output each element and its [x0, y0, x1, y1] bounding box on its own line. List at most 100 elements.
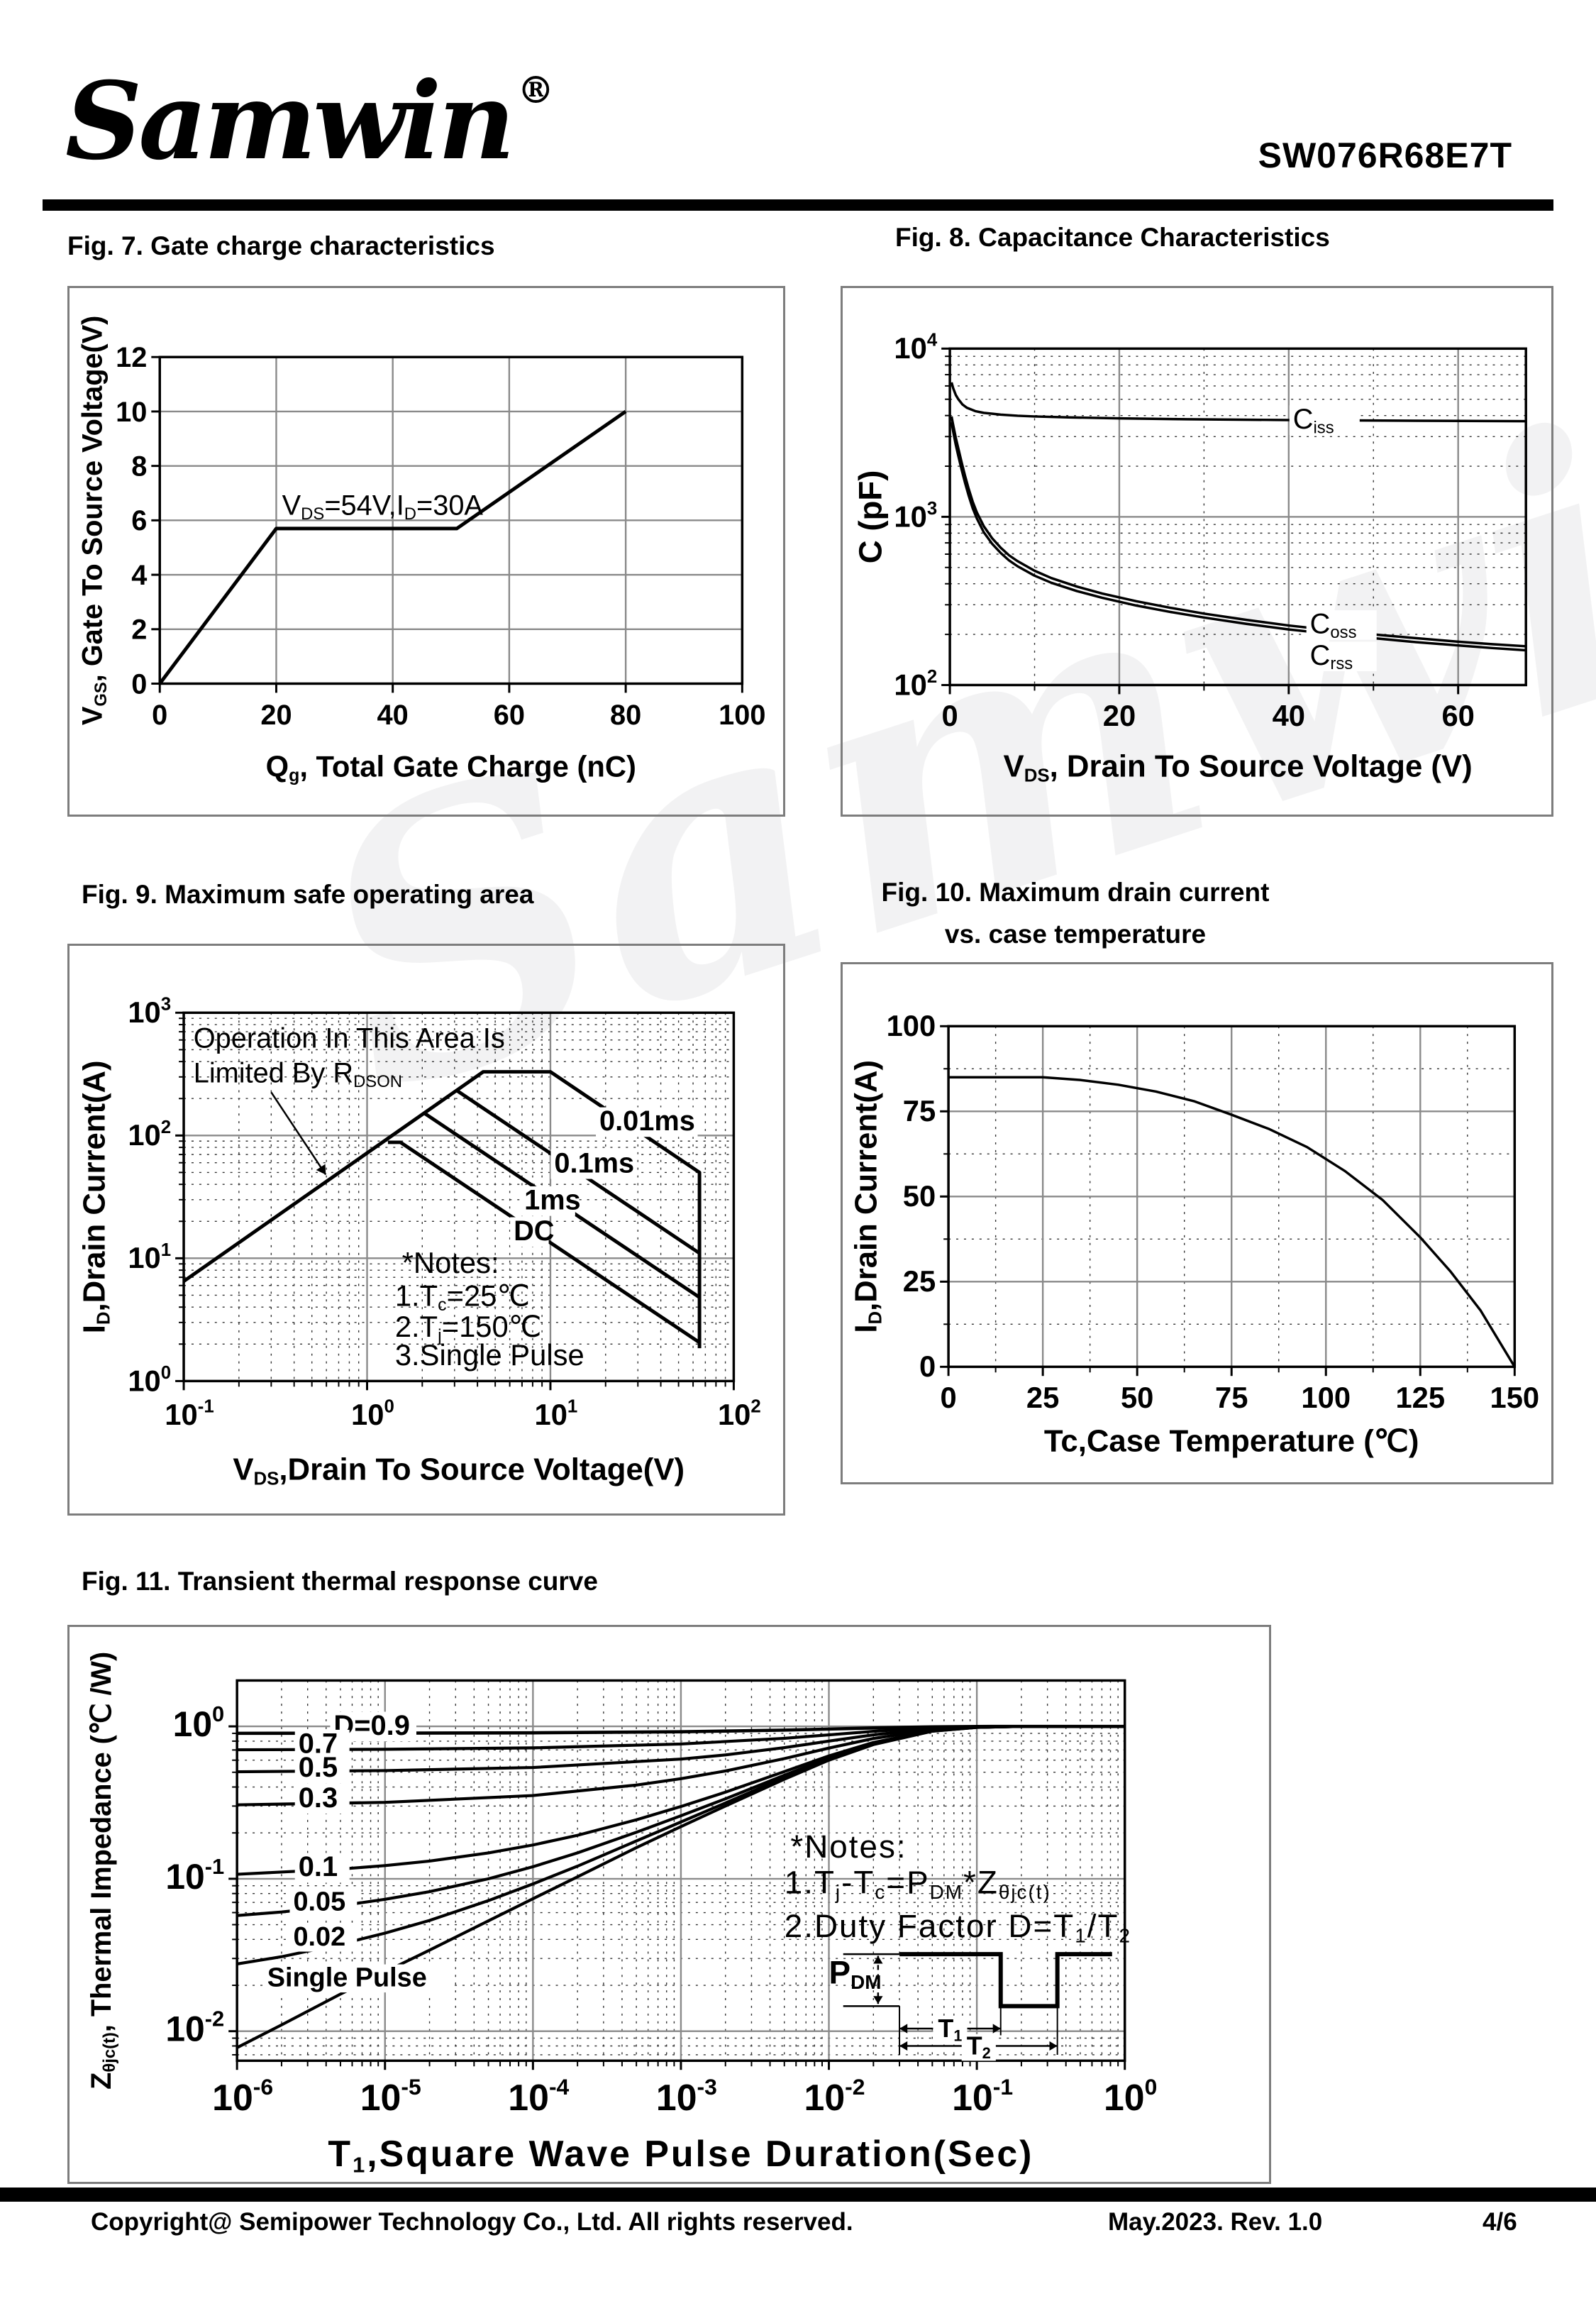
- svg-text:102: 102: [894, 667, 937, 701]
- svg-text:Zθjc(t), Thermal Impedance (℃: Zθjc(t), Thermal Impedance (℃ /W): [86, 1652, 119, 2090]
- svg-text:10: 10: [116, 397, 147, 428]
- svg-text:150: 150: [1490, 1381, 1539, 1414]
- svg-text:125: 125: [1395, 1381, 1445, 1414]
- part-number: SW076R68E7T: [1258, 136, 1512, 175]
- svg-text:T1,Square Wave Pulse Duration(: T1,Square Wave Pulse Duration(Sec): [328, 2133, 1033, 2177]
- svg-text:0: 0: [940, 1381, 956, 1414]
- svg-text:100: 100: [1104, 2074, 1157, 2118]
- svg-text:40: 40: [377, 700, 409, 731]
- svg-text:4: 4: [131, 560, 147, 591]
- fig10-box: 0 25 50 75 100 125 150 0 25 50 75 100 Tc,Case Temper…: [841, 962, 1553, 1484]
- svg-text:1ms: 1ms: [524, 1185, 581, 1216]
- svg-text:100: 100: [1301, 1381, 1351, 1414]
- svg-text:VDS=54V,ID=30A: VDS=54V,ID=30A: [282, 490, 484, 524]
- svg-text:40: 40: [1273, 699, 1305, 732]
- svg-text:10-1: 10-1: [952, 2074, 1013, 2118]
- svg-text:0.05: 0.05: [293, 1887, 345, 1917]
- svg-text:10-3: 10-3: [656, 2074, 717, 2118]
- svg-text:103: 103: [894, 499, 937, 533]
- svg-text:0: 0: [131, 668, 147, 700]
- svg-text:0.01ms: 0.01ms: [599, 1105, 695, 1137]
- svg-text:60: 60: [1441, 699, 1474, 732]
- svg-text:1.Tc=25℃: 1.Tc=25℃: [395, 1279, 530, 1315]
- svg-text:Limited By RDSON: Limited By RDSON: [194, 1058, 402, 1091]
- svg-text:101: 101: [535, 1396, 578, 1430]
- svg-text:VDS,Drain To Source Voltage(V): VDS,Drain To Source Voltage(V): [233, 1452, 685, 1489]
- svg-text:2: 2: [131, 614, 147, 646]
- svg-text:100: 100: [887, 1009, 936, 1042]
- svg-text:T2: T2: [967, 2031, 991, 2062]
- svg-text:60: 60: [494, 700, 525, 731]
- svg-text:101: 101: [128, 1240, 171, 1274]
- fig7-title: Fig. 7. Gate charge characteristics: [67, 231, 495, 260]
- svg-text:50: 50: [1121, 1381, 1153, 1414]
- svg-text:Operation In This Area Is: Operation In This Area Is: [194, 1022, 505, 1054]
- svg-text:80: 80: [610, 700, 641, 731]
- svg-text:10-2: 10-2: [165, 2007, 224, 2049]
- footer-bar: [0, 2188, 1596, 2202]
- footer-page-number: 4/6: [1483, 2208, 1517, 2236]
- svg-text:0.02: 0.02: [293, 1922, 345, 1952]
- svg-text:12: 12: [116, 342, 147, 373]
- svg-text:103: 103: [128, 995, 171, 1029]
- fig11-thermal-response-chart: 10-6 10-5 10-4 10-3 10-2 10-1 10010010-110-2D=…: [86, 1652, 1158, 2178]
- brand-logo: Samwin ®: [65, 68, 554, 175]
- svg-text:*Notes:: *Notes:: [790, 1828, 907, 1865]
- svg-text:100: 100: [719, 700, 765, 731]
- footer-copyright: Copyright@ Semipower Technology Co., Ltd…: [91, 2208, 853, 2236]
- svg-text:2.Duty Factor D=T1/T2: 2.Duty Factor D=T1/T2: [785, 1908, 1131, 1946]
- svg-text:0: 0: [919, 1350, 936, 1383]
- header-divider: [43, 199, 1553, 211]
- fig10-drain-current-chart: 0 25 50 75 100 125 150 0 25 50 75 100 Tc,Case Temper…: [849, 1009, 1539, 1458]
- fig10-title-line2: vs. case temperature: [944, 920, 1207, 949]
- fig10-title-line1: Fig. 10. Maximum drain current: [881, 878, 1270, 907]
- svg-text:20: 20: [1103, 699, 1136, 732]
- fig9-title: Fig. 9. Maximum safe operating area: [82, 880, 534, 909]
- fig7-gate-charge-chart: 0 20 40 60 80 100 0 2 4 6 8 10 12 VDS=54V,ID=30A Qg, T…: [77, 316, 766, 785]
- svg-text:0.3: 0.3: [299, 1782, 338, 1814]
- svg-text:20: 20: [260, 700, 292, 731]
- fig11-box: 10-6 10-5 10-4 10-3 10-2 10-1 100 100 10-1 10-2 D=…: [67, 1625, 1271, 2184]
- svg-text:Qg, Total Gate Charge (nC): Qg, Total Gate Charge (nC): [266, 749, 636, 785]
- svg-text:6: 6: [131, 505, 147, 536]
- svg-text:102: 102: [718, 1396, 761, 1430]
- svg-text:ID,Drain Current(A): ID,Drain Current(A): [849, 1060, 886, 1333]
- svg-text:102: 102: [128, 1118, 171, 1152]
- svg-text:Crss: Crss: [1310, 640, 1353, 673]
- svg-text:0: 0: [941, 699, 958, 732]
- fig8-title: Fig. 8. Capacitance Characteristics: [895, 223, 1330, 252]
- svg-text:2.Tj=150℃: 2.Tj=150℃: [395, 1310, 542, 1346]
- svg-text:75: 75: [903, 1094, 936, 1127]
- svg-text:DC: DC: [514, 1215, 554, 1247]
- svg-text:Single Pulse: Single Pulse: [267, 1963, 427, 1992]
- svg-text:10-1: 10-1: [165, 1396, 214, 1430]
- svg-text:0.1ms: 0.1ms: [554, 1147, 634, 1179]
- svg-text:Ciss: Ciss: [1293, 404, 1334, 437]
- svg-text:100: 100: [128, 1363, 171, 1397]
- svg-text:25: 25: [1026, 1381, 1059, 1414]
- svg-text:Tc,Case Temperature (℃): Tc,Case Temperature (℃): [1044, 1423, 1419, 1458]
- svg-text:10-4: 10-4: [508, 2074, 569, 2118]
- svg-text:100: 100: [173, 1701, 225, 1744]
- svg-text:0.5: 0.5: [299, 1752, 338, 1783]
- svg-text:VDS, Drain To Source Voltage (: VDS, Drain To Source Voltage (V): [1004, 749, 1473, 785]
- svg-text:ID,Drain Current(A): ID,Drain Current(A): [77, 1060, 114, 1333]
- fig10-title: Fig. 10. Maximum drain current vs. case …: [841, 871, 1310, 955]
- svg-text:1.Tj-Tc=PDM*Zθjc(t): 1.Tj-Tc=PDM*Zθjc(t): [785, 1865, 1051, 1903]
- fig8-box: 0 20 40 60 102 103 104 Ciss Coss Crss VDS, Drain T…: [841, 286, 1553, 817]
- fig11-title: Fig. 11. Transient thermal response curv…: [82, 1567, 598, 1596]
- svg-text:100: 100: [351, 1396, 394, 1430]
- svg-text:T1: T1: [938, 2014, 962, 2045]
- svg-text:*Notes:: *Notes:: [402, 1246, 499, 1279]
- svg-text:10-1: 10-1: [165, 1854, 224, 1897]
- svg-text:50: 50: [903, 1179, 936, 1213]
- svg-text:10-6: 10-6: [212, 2074, 273, 2118]
- svg-text:VGS, Gate To Source Voltage(: VGS, Gate To Source Voltage(V): [77, 316, 111, 725]
- brand-logo-text: Samwin: [65, 59, 515, 184]
- svg-text:C (pF): C (pF): [853, 470, 889, 564]
- svg-text:3.Single Pulse: 3.Single Pulse: [395, 1338, 584, 1372]
- svg-text:104: 104: [894, 331, 937, 365]
